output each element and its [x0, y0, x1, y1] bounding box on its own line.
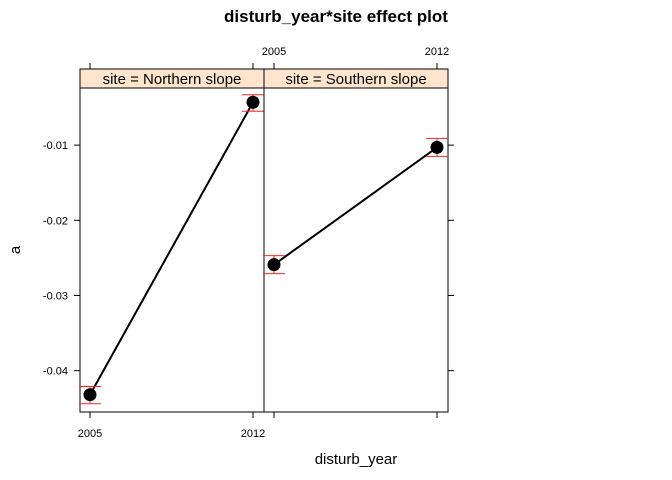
- y-tick-label: -0.03: [43, 290, 68, 302]
- panel-southern: site = Southern slope: [263, 68, 449, 413]
- data-point: [246, 95, 260, 109]
- y-tick-label: -0.04: [43, 366, 68, 378]
- data-point: [430, 140, 444, 154]
- panel-southern-marks: [263, 137, 448, 275]
- axes: -0.01 -0.02 -0.03 -0.04 2005 2012 2005 2012: [43, 46, 454, 440]
- chart-title: disturb_year*site effect plot: [224, 7, 448, 26]
- effect-line: [273, 146, 438, 266]
- panel-southern-frame: [263, 87, 449, 413]
- x-tick-label-top: 2005: [262, 46, 286, 58]
- panel-southern-strip-label: site = Southern slope: [285, 71, 426, 88]
- x-tick-label-top: 2012: [425, 46, 449, 58]
- data-point: [83, 388, 97, 402]
- x-tick-label: 2005: [78, 428, 102, 440]
- panel-northern-strip-label: site = Northern slope: [103, 71, 242, 88]
- y-tick-label: -0.01: [43, 140, 68, 152]
- x-tick-label: 2012: [241, 428, 265, 440]
- data-point: [267, 258, 281, 272]
- panel-northern: site = Northern slope: [79, 68, 265, 413]
- effect-line: [89, 101, 254, 396]
- y-tick-label: -0.02: [43, 215, 68, 227]
- x-axis-title: disturb_year: [315, 451, 398, 468]
- y-axis-title: a: [7, 245, 24, 254]
- panel-northern-marks: [79, 94, 264, 405]
